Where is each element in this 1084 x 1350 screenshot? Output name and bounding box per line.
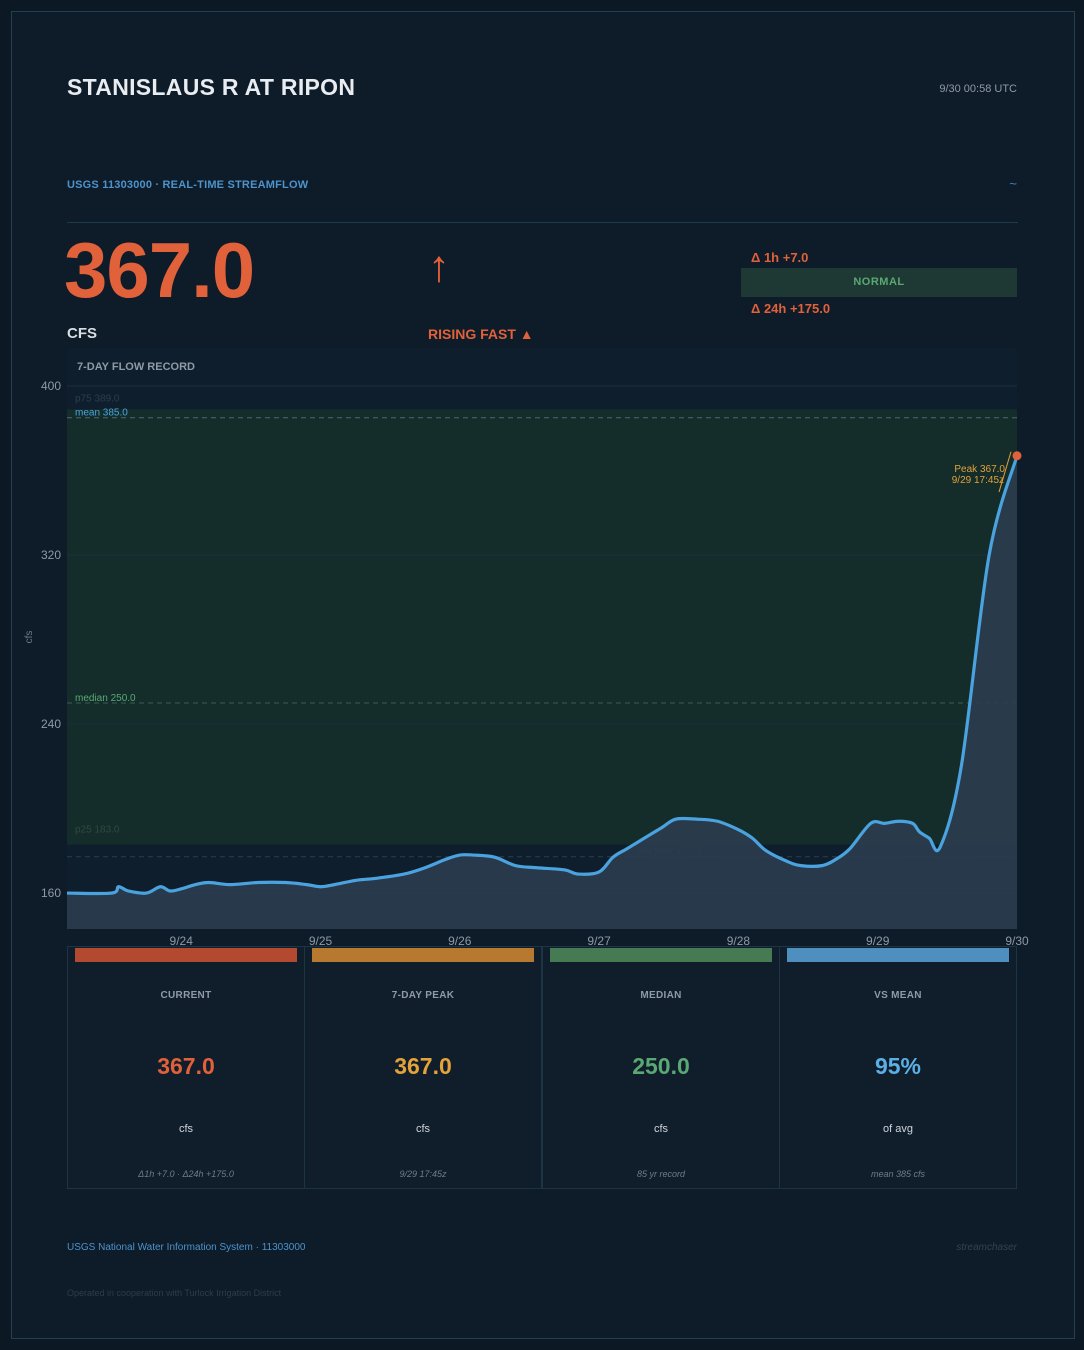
trend-label: RISING FAST ▲ — [428, 326, 534, 342]
divider — [67, 222, 1018, 223]
page-title: STANISLAUS R AT RIPON — [67, 74, 356, 100]
wave-icon: ~ — [1009, 176, 1017, 191]
y-tick-label: 320 — [41, 548, 61, 562]
card-label: MEDIAN — [640, 990, 682, 1001]
ref-label-median: median 250.0 — [75, 693, 136, 704]
card-unit: cfs — [415, 1123, 431, 1135]
ref-label-mean: mean 385.0 — [75, 408, 128, 419]
ref-label-p75: p75 389.0 — [75, 393, 120, 404]
x-tick-label: 9/26 — [448, 934, 472, 948]
card-label: 7-DAY PEAK — [391, 990, 455, 1001]
x-tick-label: 9/24 — [170, 934, 194, 948]
flow-area — [67, 455, 1017, 929]
footer-source: USGS National Water Information System ·… — [67, 1242, 306, 1253]
card-color-bar — [312, 948, 534, 962]
card-note: 9/29 17:45z — [399, 1169, 447, 1179]
card-label: CURRENT — [160, 990, 212, 1001]
footer-note: Operated in cooperation with Turlock Irr… — [67, 1288, 282, 1298]
card-color-bar — [550, 948, 772, 962]
delta-1h: Δ 1h +7.0 — [751, 250, 809, 265]
y-tick-label: 400 — [41, 379, 61, 393]
ref-label-p25: p25 183.0 — [75, 824, 120, 835]
card-value: 250.0 — [632, 1053, 690, 1079]
x-tick-label: 9/30 — [1005, 934, 1029, 948]
card-value: 367.0 — [157, 1053, 215, 1079]
flow-chart: 160 240 320 400 mean 385.0 median 250.0 p75 38… — [24, 361, 1030, 948]
current-flow-value: 367.0 — [64, 226, 255, 314]
station-subtitle: USGS 11303000 · REAL-TIME STREAMFLOW — [67, 179, 309, 191]
trend-arrow-icon: ↑ — [428, 242, 450, 291]
x-tick-label: 9/29 — [866, 934, 890, 948]
card-value: 367.0 — [394, 1053, 452, 1079]
card-label: VS MEAN — [874, 990, 922, 1001]
peak-marker — [1012, 451, 1022, 461]
card-unit: cfs — [653, 1123, 669, 1135]
card-value: 95% — [874, 1053, 922, 1079]
delta-24h: Δ 24h +175.0 — [751, 301, 831, 316]
chart-title: 7-DAY FLOW RECORD — [77, 361, 195, 373]
stat-cards: CURRENT 367.0 cfs Δ1h +7.0 · Δ24h +175.0… — [67, 946, 1018, 1189]
card-current: CURRENT 367.0 cfs Δ1h +7.0 · Δ24h +175.0 — [67, 946, 305, 1189]
peak-label: Peak 367.0 — [954, 464, 1005, 475]
card-color-bar — [75, 948, 297, 962]
y-axis-label: cfs — [24, 631, 35, 644]
card-7day-peak: 7-DAY PEAK 367.0 cfs 9/29 17:45z — [304, 946, 542, 1189]
card-note: Δ1h +7.0 · Δ24h +175.0 — [138, 1169, 234, 1179]
x-tick-label: 9/28 — [727, 934, 751, 948]
card-unit: cfs — [178, 1123, 194, 1135]
card-note: mean 385 cfs — [870, 1169, 926, 1179]
footer-brand: streamchaser — [956, 1242, 1017, 1253]
x-tick-label: 9/25 — [309, 934, 333, 948]
card-color-bar — [787, 948, 1009, 962]
normal-range-band — [67, 409, 1017, 845]
status-badge: NORMAL — [741, 268, 1017, 297]
card-median: MEDIAN 250.0 cfs 85 yr record — [542, 946, 780, 1189]
peak-leader-line — [998, 451, 1012, 493]
flow-line — [66, 455, 1019, 896]
y-tick-label: 160 — [41, 886, 61, 900]
card-vs-mean: VS MEAN 95% of avg mean 385 cfs — [779, 946, 1017, 1189]
current-flow-unit: CFS — [67, 325, 97, 342]
timestamp: 9/30 00:58 UTC — [939, 83, 1017, 95]
peak-time-label: 9/29 17:45z — [952, 475, 1004, 486]
card-unit: of avg — [883, 1123, 913, 1135]
y-tick-label: 240 — [41, 717, 61, 731]
card-note: 85 yr record — [636, 1169, 686, 1179]
x-tick-label: 9/27 — [587, 934, 611, 948]
